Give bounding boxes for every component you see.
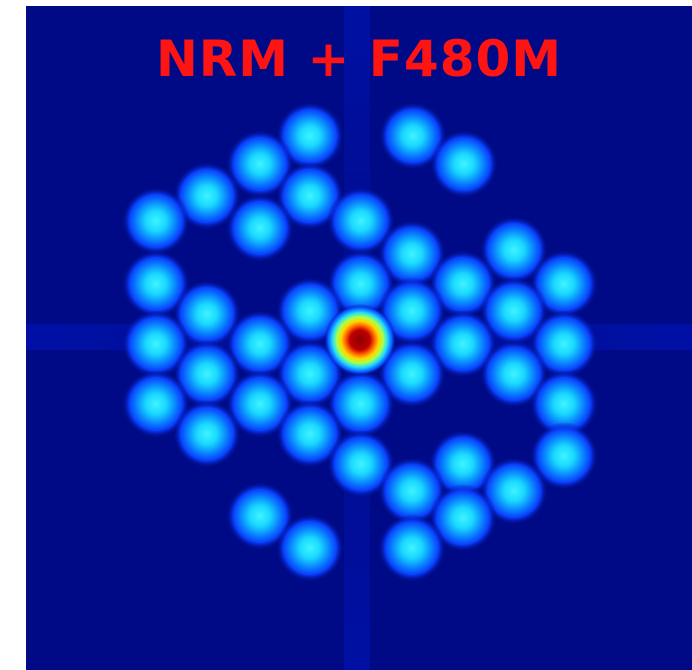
fringe-spot <box>173 400 241 468</box>
interferogram-image: NRM + F480M <box>26 6 692 670</box>
image-title: NRM + F480M <box>26 34 692 84</box>
fringe-spot <box>430 130 498 198</box>
fringe-spot <box>122 187 190 255</box>
interferogram-plot <box>26 6 692 670</box>
fringe-spot <box>226 194 294 262</box>
fringe-spot <box>378 514 446 582</box>
fringe-spot <box>276 514 344 582</box>
central-peak <box>324 304 396 376</box>
